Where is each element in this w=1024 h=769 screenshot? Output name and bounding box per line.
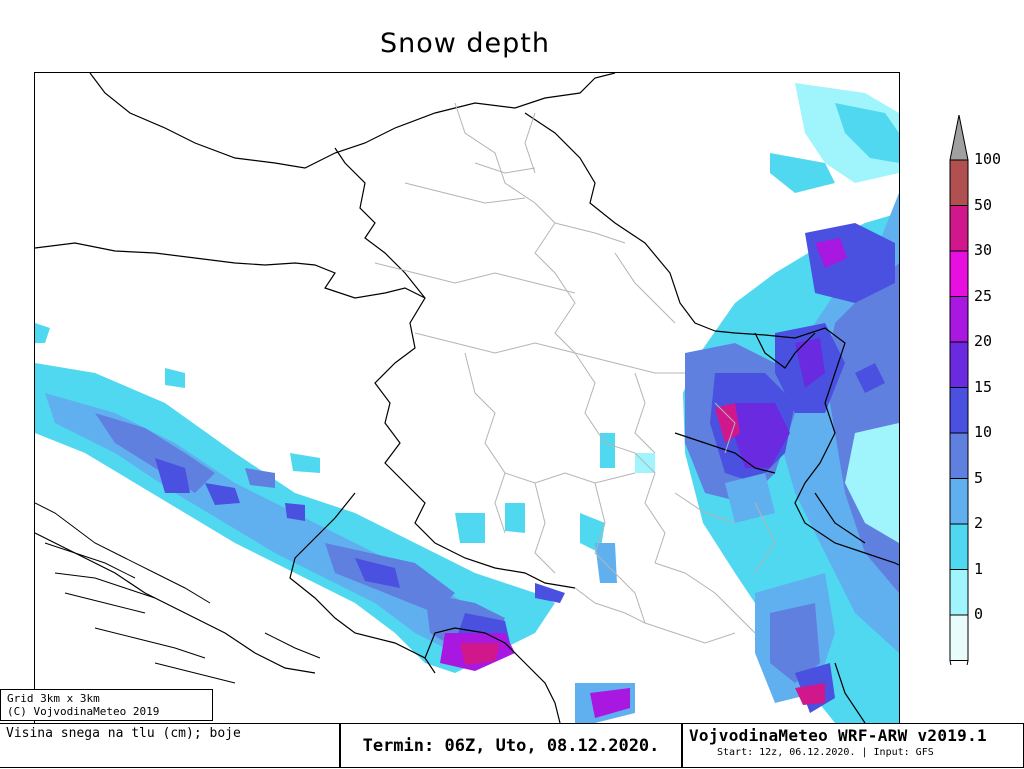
legend-swatch [949, 387, 969, 434]
legend-cap-top [949, 115, 969, 161]
grid-resolution: Grid 3km x 3km [7, 692, 100, 705]
legend-swatch [949, 432, 969, 479]
variable-description: Visina snega na tlu (cm); boje [6, 726, 241, 741]
termin-box: Termin: 06Z, Uto, 08.12.2020. [340, 723, 682, 768]
legend-tick-label: 25 [974, 286, 993, 305]
copyright: (C) VojvodinaMeteo 2019 [7, 705, 160, 718]
snow-depth-map [34, 72, 900, 724]
legend-tick-label: 0 [974, 605, 984, 623]
legend-swatch [949, 478, 969, 525]
legend-swatch [949, 341, 969, 388]
snow-field-southwest [35, 323, 655, 723]
legend-swatch [949, 250, 969, 297]
model-name: VojvodinaMeteo WRF-ARW v2019.1 [689, 726, 987, 745]
legend-swatch [949, 523, 969, 570]
legend-swatch [949, 159, 969, 206]
legend-tick-label: 100 [974, 150, 1002, 168]
forecast-time: Termin: 06Z, Uto, 08.12.2020. [362, 736, 660, 756]
legend-tick-label: 30 [974, 241, 993, 259]
map-title: Snow depth [379, 28, 551, 59]
legend-colorbar [949, 115, 969, 665]
legend-swatch [949, 614, 969, 661]
legend-tick-label: 20 [974, 332, 993, 350]
legend-tick-label: 5 [974, 468, 984, 487]
legend-tick-label: 10 [974, 423, 993, 441]
adriatic-coastline [35, 502, 321, 684]
legend-swatch [949, 296, 969, 343]
legend-tick-label: 15 [974, 377, 993, 396]
model-box: VojvodinaMeteo WRF-ARW v2019.1 Start: 12… [682, 723, 1024, 768]
country-borders [35, 73, 899, 723]
legend-tick-label: 2 [974, 514, 984, 532]
model-run-info: Start: 12z, 06.12.2020. | Input: GFS [717, 747, 934, 758]
legend-swatch [949, 205, 969, 252]
legend-tick-label: 50 [974, 195, 993, 214]
grid-info-box: Grid 3km x 3km (C) VojvodinaMeteo 2019 [0, 689, 213, 721]
district-borders [374, 102, 776, 644]
legend-tick-label: 1 [974, 559, 984, 578]
variable-box: Visina snega na tlu (cm); boje [0, 723, 340, 768]
snow-field-east [683, 83, 899, 723]
color-legend: 100 50 30 25 20 15 10 5 2 1 0 [944, 115, 1024, 665]
legend-cap-bottom [949, 660, 969, 665]
map-canvas [35, 73, 899, 723]
legend-swatch [949, 569, 969, 616]
